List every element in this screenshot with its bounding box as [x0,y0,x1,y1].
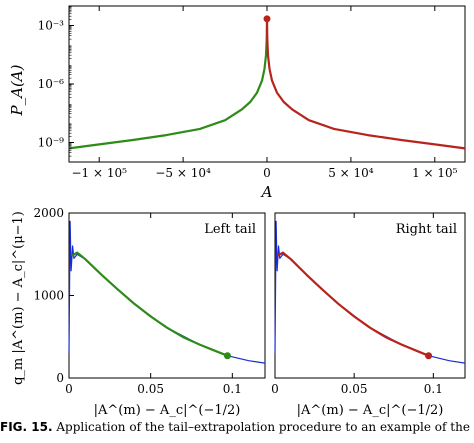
figure-caption-label: FIG. 15. [0,420,53,434]
series-line-1-0 [68,220,266,364]
top-chart-panel: −1 × 10⁵ −5 × 10⁴ 0 5 × 10⁴ 1 × 10⁵ 10⁻³ 10⁻⁶ 1… [8,5,466,201]
x-tick-label-2-2: 0.1 [424,382,443,396]
left-tail-x-axis-label: |A^(m) − A_c|^(−1/2) [94,403,241,418]
x-tick-label-1-0: 0 [65,382,73,396]
series-line-0-1 [265,18,466,150]
x-tick-label-0-0: −1 × 10⁵ [71,166,127,180]
y-tick-label-1-2: 2000 [33,206,64,220]
x-tick-label-0-3: 5 × 10⁴ [328,166,374,180]
x-tick-label-0-2: 0 [263,166,271,180]
x-tick-label-0-4: 1 × 10⁵ [412,166,458,180]
series-line-2-0 [274,220,466,364]
right-tail-x-axis-label: |A^(m) − A_c|^(−1/2) [297,403,444,418]
y-tick-label-0-0: 10⁻³ [38,19,65,33]
left-tail-plot-frame [68,212,266,379]
left-tail-chart-panel: 0 0.05 0.1 0 1000 2000 Left tail |A^(m) − A_c… [11,206,266,418]
y-tick-label-1-1: 1000 [33,289,64,303]
top-x-axis-label: A [260,183,273,201]
series-line-2-1 [276,251,430,357]
left-tail-y-axis-label: q_m |A^(m) − A_c|^(μ−1) [11,211,26,385]
x-tick-label-2-0: 0 [271,382,279,396]
series-line-0-0 [68,18,269,150]
y-tick-label-1-0: 0 [56,371,64,385]
right-tail-plot-frame [274,212,466,379]
x-tick-label-0-1: −5 × 10⁴ [155,166,211,180]
data-marker-0-0 [263,15,271,23]
x-tick-label-2-1: 0.05 [341,382,368,396]
x-tick-label-1-2: 0.1 [223,382,242,396]
data-marker-2-0 [425,352,433,360]
data-marker-1-0 [223,352,231,360]
top-y-axis-label: P_A(A) [8,64,26,116]
y-tick-label-0-1: 10⁻⁶ [38,77,65,91]
x-tick-label-1-1: 0.05 [137,382,164,396]
right-tail-title: Right tail [396,222,457,237]
figure-caption: FIG. 15. Application of the tail–extrapo… [0,420,474,443]
right-tail-chart-panel: 0 0.05 0.1 Right tail |A^(m) − A_c|^(−1/2) [271,212,466,418]
series-line-1-1 [70,251,228,357]
left-tail-title: Left tail [204,222,256,237]
y-tick-label-0-2: 10⁻⁹ [38,136,65,150]
figure-caption-text: Application of the tail–extrapolation pr… [56,420,470,434]
